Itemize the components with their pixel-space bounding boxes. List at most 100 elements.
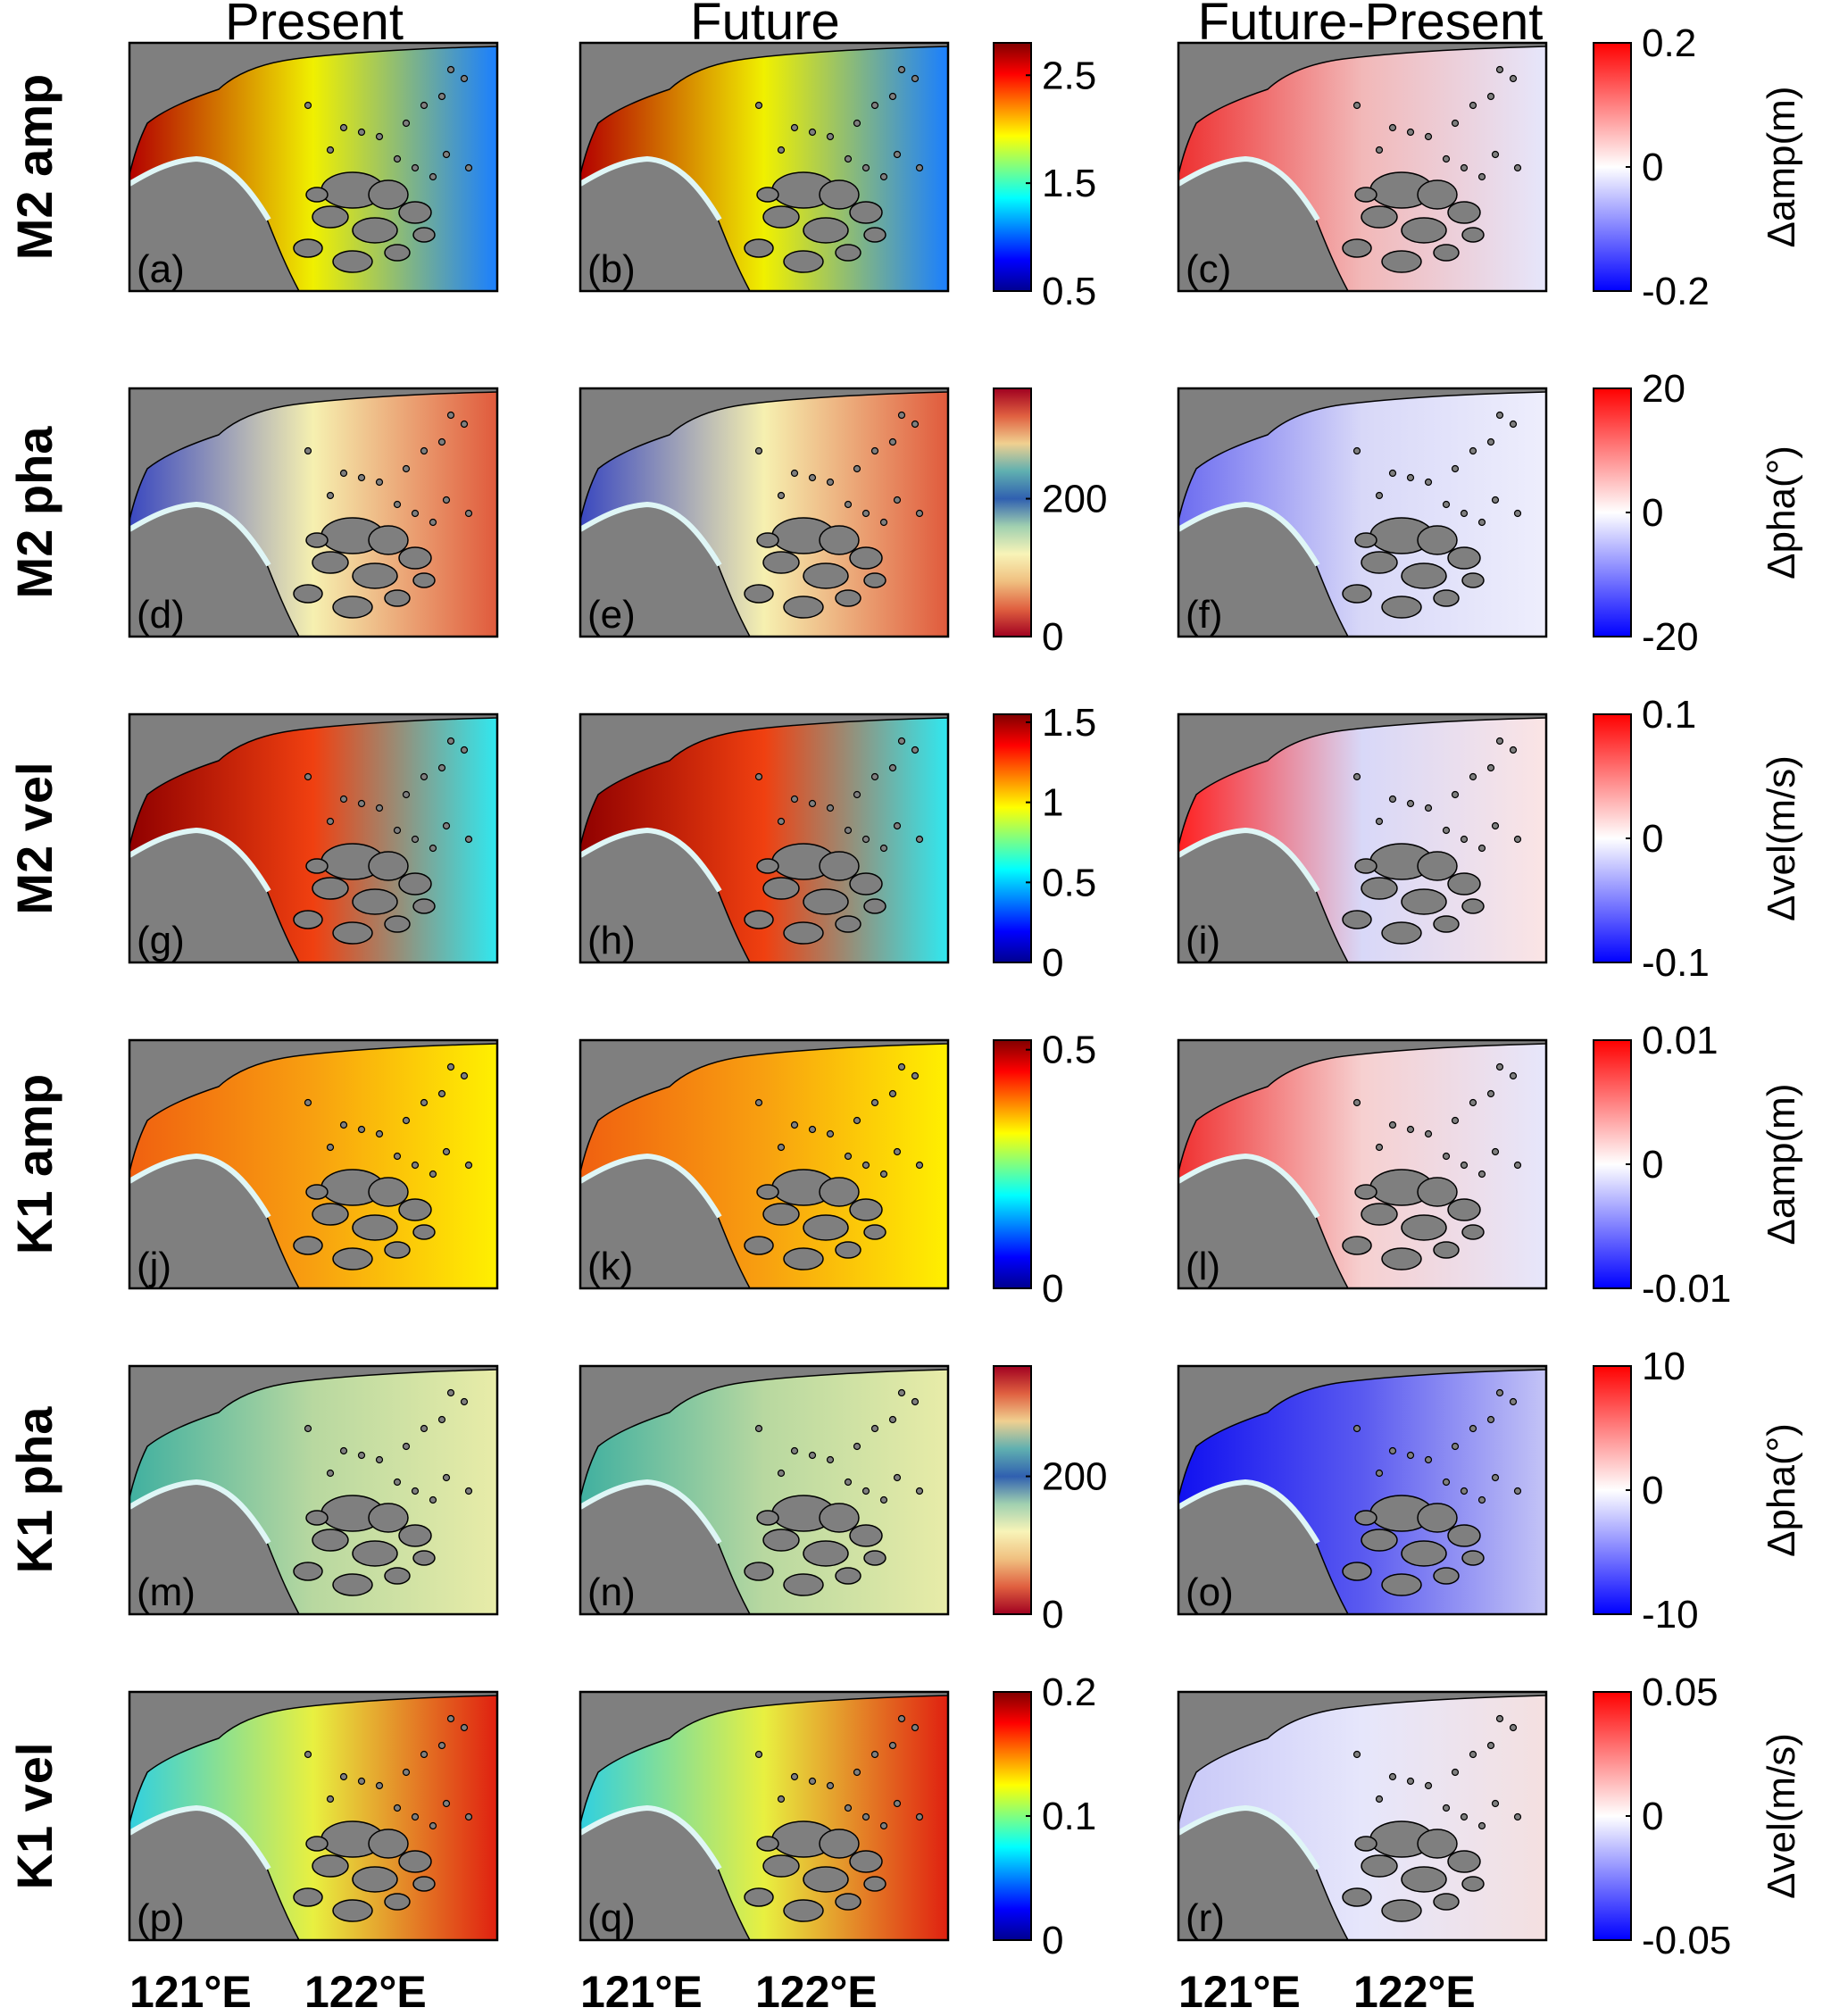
islet-4 [1469,1750,1477,1759]
islet-2 [1424,132,1433,141]
land-north [579,1365,949,1499]
islet-10 [879,1170,888,1179]
map-panel-p: (p) [128,1690,499,1942]
islet-10 [429,172,437,181]
islet-5 [437,1741,446,1750]
islet-6 [1495,1714,1504,1723]
island-4 [398,1850,432,1873]
island-7 [384,589,411,607]
island-8 [1461,898,1485,914]
islet-7 [1509,746,1518,754]
island-2 [762,1203,800,1226]
land-north [1178,1365,1547,1499]
islet-9 [1460,163,1469,172]
islet-4 [1469,1098,1477,1107]
islet-4 [1469,101,1477,110]
island-5 [744,584,774,604]
panel-frame [1177,41,1548,293]
island-8 [412,227,436,243]
islet-9 [1460,1812,1469,1821]
island-5 [293,1562,323,1581]
islet-11 [1491,821,1500,830]
islet-9 [1460,835,1469,844]
islet-14 [304,1098,312,1107]
islet-5 [888,92,897,101]
colorbar-scale [993,713,1032,963]
islet-2 [375,1455,384,1464]
map-panel-m: (m) [128,1364,499,1616]
panel-frame [578,1038,950,1290]
colorbar-absolute: 0.50 [993,1029,1096,1311]
island-7 [384,244,411,262]
panel-letter: (o) [1186,1570,1234,1614]
islet-3 [853,1768,861,1777]
island-4 [849,201,883,224]
islet-14 [754,1098,763,1107]
islet-0 [1388,1772,1397,1781]
island-5 [293,1887,323,1907]
longitude-label: 121°E [129,1967,252,2016]
islet-6 [446,411,455,420]
island-9 [305,187,329,203]
islet-8 [393,1478,402,1487]
islet-2 [826,1781,835,1790]
islet-3 [1451,790,1460,799]
panel-letter: (d) [137,593,185,637]
island-2 [312,551,349,574]
shoal-band [128,501,271,567]
shoal-band [578,827,722,893]
islet-2 [375,132,384,141]
island-3 [1401,888,1447,915]
islet-3 [1451,464,1460,473]
islet-6 [446,1714,455,1723]
islet-0 [339,795,348,804]
islet-12 [915,509,924,518]
panel-frame [128,1038,499,1290]
island-3 [803,562,849,589]
islet-9 [1460,509,1469,518]
islet-3 [1451,119,1460,128]
islet-1 [357,1777,366,1786]
islet-7 [1509,1723,1518,1732]
islet-1 [357,1125,366,1134]
colorbar-tick-label: 0 [1042,1267,1063,1311]
island-6 [783,1899,824,1922]
islet-9 [411,1487,420,1495]
islet-11 [442,1473,451,1482]
islet-12 [1513,835,1522,844]
islet-10 [429,844,437,853]
island-3 [352,1866,398,1893]
islet-8 [1442,1804,1451,1812]
island-4 [398,1524,432,1547]
island-5 [1342,1562,1372,1581]
islet-0 [1388,1120,1397,1129]
islet-11 [893,1147,902,1156]
island-9 [756,1510,779,1526]
islet-0 [1388,795,1397,804]
colorbar-tick-label: -0.05 [1642,1919,1731,1962]
islet-7 [1509,74,1518,83]
shoal-band [578,1479,722,1545]
islet-11 [442,496,451,504]
islet-8 [393,154,402,163]
islet-14 [754,772,763,781]
panel-frame [128,1690,499,1942]
islet-6 [1495,737,1504,746]
map-panel-i: (i) [1177,712,1548,964]
islet-5 [888,763,897,772]
islet-12 [464,1161,473,1170]
islet-7 [1509,1397,1518,1406]
island-1 [1417,525,1458,555]
islet-13 [1375,146,1384,154]
colorbar-scale [993,387,1032,637]
longitude-label: 121°E [580,1967,703,2016]
island-8 [1461,1550,1485,1566]
islet-3 [402,1442,411,1451]
islet-10 [429,1821,437,1830]
land-north [1178,1691,1547,1825]
panel-letter: (l) [1186,1245,1220,1288]
island-8 [412,898,436,914]
colorbar-tick-label: 0.2 [1042,1670,1096,1714]
